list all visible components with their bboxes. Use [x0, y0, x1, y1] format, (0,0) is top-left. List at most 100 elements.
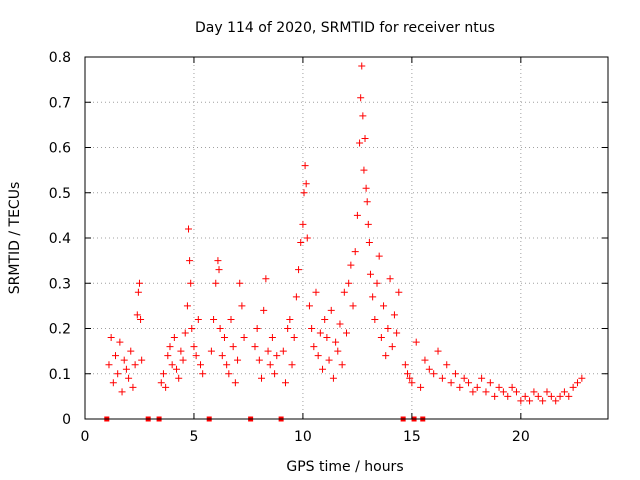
data-point	[556, 392, 564, 400]
data-point	[192, 352, 200, 360]
data-point	[122, 365, 130, 373]
data-point	[361, 134, 369, 142]
data-point	[473, 383, 481, 391]
data-point	[517, 397, 525, 405]
data-point	[406, 374, 414, 382]
data-point	[365, 239, 373, 247]
data-point	[495, 383, 503, 391]
data-point	[234, 356, 242, 364]
data-point	[290, 334, 298, 342]
data-point	[218, 352, 226, 360]
data-point	[338, 361, 346, 369]
data-point	[443, 361, 451, 369]
data-point	[469, 388, 477, 396]
data-point	[216, 325, 224, 332]
data-point	[447, 379, 455, 387]
data-point	[214, 257, 222, 265]
data-point	[388, 343, 396, 351]
data-point	[456, 383, 464, 391]
data-point	[359, 112, 367, 120]
grid	[85, 57, 608, 419]
data-point	[215, 266, 223, 274]
data-point	[301, 162, 309, 170]
data-point	[129, 383, 137, 391]
data-point	[288, 361, 296, 369]
data-point	[421, 356, 429, 364]
data-point	[185, 225, 193, 233]
data-point	[539, 397, 547, 405]
data-point	[401, 361, 409, 369]
data-point	[134, 288, 142, 296]
data-point	[314, 352, 322, 360]
data-point	[168, 361, 176, 369]
data-point	[573, 379, 581, 387]
x-tick-label: 0	[81, 429, 90, 445]
data-point	[159, 370, 167, 378]
data-point	[325, 356, 333, 364]
data-point	[393, 329, 401, 337]
data-point	[371, 315, 379, 323]
data-point	[253, 325, 261, 332]
data-point	[353, 211, 361, 219]
data-point	[363, 198, 371, 206]
data-point	[451, 370, 459, 378]
data-point	[345, 279, 353, 287]
data-point	[157, 379, 165, 387]
data-point	[210, 315, 218, 323]
y-tick-label: 0.8	[49, 50, 71, 66]
data-point	[162, 383, 170, 391]
data-point	[273, 352, 281, 360]
data-point	[356, 139, 364, 147]
data-point	[491, 392, 499, 400]
data-point	[434, 347, 442, 355]
data-point	[179, 356, 187, 364]
data-point	[258, 374, 266, 382]
data-point	[334, 347, 342, 355]
data-point	[504, 392, 512, 400]
data-point	[137, 315, 145, 323]
data-point	[120, 356, 128, 364]
x-tick-label: 20	[512, 429, 530, 445]
data-point	[362, 184, 370, 192]
data-point	[292, 293, 300, 301]
data-point	[279, 347, 287, 355]
x-tick-label: 5	[189, 429, 198, 445]
y-tick-label: 0.5	[49, 186, 71, 202]
data-point	[284, 325, 292, 332]
data-point	[187, 279, 195, 287]
data-point	[177, 347, 185, 355]
data-point	[251, 343, 259, 351]
data-point	[131, 361, 139, 369]
data-point	[369, 293, 377, 301]
data-point	[530, 388, 538, 396]
data-point	[329, 374, 337, 382]
data-point	[166, 343, 174, 351]
data-point	[302, 180, 310, 188]
data-point	[310, 343, 318, 351]
data-point	[114, 370, 122, 378]
data-point	[223, 361, 231, 369]
data-point	[107, 334, 115, 342]
y-tick-label: 0.1	[49, 367, 71, 383]
data-point	[351, 248, 359, 256]
data-point	[308, 325, 316, 332]
data-point	[255, 356, 263, 364]
data-point	[125, 374, 133, 382]
data-point	[534, 392, 542, 400]
data-point	[332, 338, 340, 346]
data-point	[227, 315, 235, 323]
data-point	[312, 288, 320, 296]
data-point	[499, 388, 507, 396]
data-point	[336, 320, 344, 328]
data-point	[417, 383, 425, 391]
data-point	[173, 365, 181, 373]
x-axis-label: GPS time / hours	[286, 459, 403, 475]
data-point	[286, 315, 294, 323]
chart-title: Day 114 of 2020, SRMTID for receiver ntu…	[195, 20, 495, 36]
data-point	[260, 306, 268, 314]
data-point	[271, 370, 279, 378]
data-point	[268, 334, 276, 342]
data-point	[425, 365, 433, 373]
y-tick-label: 0.2	[49, 322, 71, 338]
